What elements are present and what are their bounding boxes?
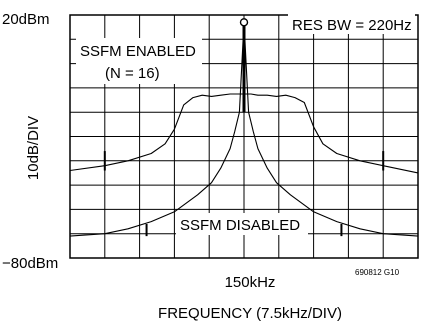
y-bottom-label: −80dBm [2,255,58,272]
ssfm-disabled-annotation: SSFM DISABLED [180,217,300,234]
res-bw-annotation: RES BW = 220Hz [292,17,412,34]
ssfm-enabled-n-annotation: (N = 16) [105,65,160,82]
x-axis-title: FREQUENCY (7.5kHz/DIV) [158,305,342,322]
peak-marker [241,19,248,26]
y-top-label: 20dBm [2,11,50,28]
y-axis-title: 10dB/DIV [25,116,42,180]
x-center-tick-label: 150kHz [225,274,276,291]
ssfm-enabled-annotation: SSFM ENABLED [80,43,196,60]
figure-code: 690812 G10 [355,268,400,277]
